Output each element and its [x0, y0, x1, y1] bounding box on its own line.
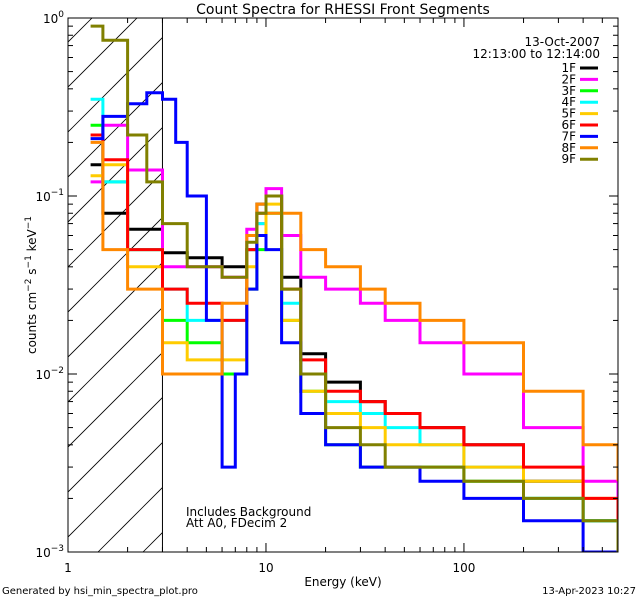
series-2f [90, 123, 618, 521]
annotation-background: Includes Background [186, 505, 311, 519]
series-5f [90, 163, 618, 538]
series-9f [90, 24, 618, 552]
hatch-line [0, 12, 8, 552]
hatch-line [68, 351, 163, 448]
date-label: 13-Oct-2007 [524, 35, 600, 49]
hatch-line [233, 12, 640, 552]
hatch-line [68, 306, 163, 403]
hatch-line [68, 36, 163, 133]
hatch-line [97, 486, 163, 552]
x-axis-label: Energy (keV) [304, 575, 381, 589]
footer-generated-by: Generated by hsi_min_spectra_plot.pro [2, 586, 198, 597]
y-tick-label: 10−1 [35, 188, 64, 204]
hatch-line [68, 441, 163, 538]
y-tick-label: 10−2 [35, 366, 64, 382]
legend-label-4f: 4F [561, 95, 576, 109]
hatch-line [68, 261, 163, 358]
x-tick-label: 1 [64, 561, 72, 575]
time-range-label: 12:13:00 to 12:14:00 [473, 47, 600, 61]
legend-label-5f: 5F [561, 107, 576, 121]
legend-label-8f: 8F [561, 141, 576, 155]
series-3f [90, 123, 618, 552]
annotation-attenuator: Att A0, FDecim 2 [186, 516, 287, 530]
chart-title: Count Spectra for RHESSI Front Segments [196, 2, 490, 18]
hatch-line [68, 81, 163, 178]
legend-label-7f: 7F [561, 129, 576, 143]
legend-label-2f: 2F [561, 72, 576, 86]
y-tick-label: 100 [43, 10, 64, 26]
series-6f [90, 133, 618, 538]
plot-frame [67, 17, 619, 553]
hatch-line [68, 126, 163, 223]
hatch-line [68, 216, 163, 313]
footer-timestamp: 13-Apr-2023 10:27 [542, 586, 636, 597]
y-tick-label: 10−3 [35, 544, 64, 560]
hatch-line [68, 18, 93, 43]
legend-label-9f: 9F [561, 152, 576, 166]
series-8f [90, 140, 618, 482]
legend-label-3f: 3F [561, 84, 576, 98]
series-4f [90, 97, 618, 552]
hatched-region [0, 12, 640, 552]
x-tick-label: 100 [452, 561, 475, 575]
series-7f [90, 91, 618, 552]
hatch-line [68, 396, 163, 493]
legend-label-6f: 6F [561, 118, 576, 132]
legend-label-1f: 1F [561, 61, 576, 75]
hatch-line [68, 18, 138, 88]
y-axis-label: counts cm−2 s−1 keV−1 [24, 216, 39, 354]
x-tick-label: 10 [258, 561, 273, 575]
